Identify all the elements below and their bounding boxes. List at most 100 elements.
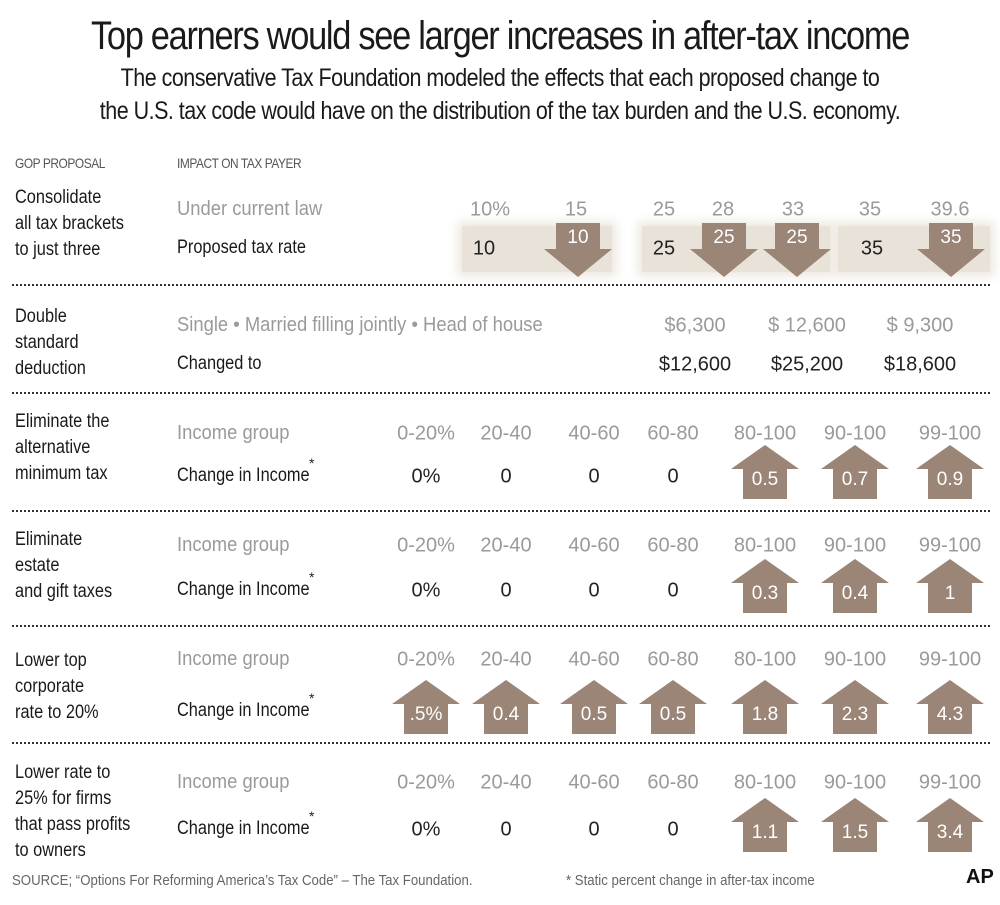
proposal-label: to just three [15, 239, 101, 260]
header-value: 60-80 [647, 534, 699, 557]
header-value: 80-100 [733, 534, 797, 557]
header-value: 90-100 [823, 771, 887, 794]
value: $12,600 [658, 353, 732, 376]
arrow-value: 1.8 [751, 704, 779, 725]
proposal-label: deduction [15, 358, 86, 379]
header-value: 28 [711, 198, 735, 221]
proposal-label: Lower top [15, 650, 87, 671]
up-arrow-icon: 0.4 [821, 559, 889, 613]
row-label: Change in Income [177, 465, 310, 486]
subtitle-line-1: The conservative Tax Foundation modeled … [120, 64, 880, 92]
asterisk: * [309, 455, 315, 471]
source: SOURCE; “Options For Reforming America’s… [12, 872, 473, 889]
header-value: 39.6 [930, 198, 970, 221]
header-proposal: GOP PROPOSAL [15, 155, 105, 171]
value: 0 [500, 818, 512, 841]
header-value: 80-100 [733, 422, 797, 445]
row-label: Change in Income [177, 579, 310, 600]
value: 0% [411, 818, 441, 841]
header-value: 10% [469, 198, 511, 221]
value: 0 [588, 579, 600, 602]
arrow-value: 0.5 [580, 704, 608, 725]
header-value: 0-20% [397, 422, 455, 445]
down-arrow-icon: 25 [690, 223, 758, 277]
header-value: 99-100 [918, 648, 982, 671]
up-arrow-icon: 0.4 [472, 680, 540, 734]
arrow-value: .5% [409, 704, 443, 725]
header-value: 99-100 [918, 771, 982, 794]
value: 0 [588, 465, 600, 488]
value: 0 [667, 579, 679, 602]
header-value: 60-80 [647, 771, 699, 794]
up-arrow-icon: 4.3 [916, 680, 984, 734]
row-label: Income group [177, 771, 290, 793]
section-divider [12, 284, 990, 286]
header-value: 0-20% [397, 648, 455, 671]
arrow-value: 1.5 [841, 822, 869, 843]
up-arrow-icon: 3.4 [916, 798, 984, 852]
header-value: 20-40 [480, 648, 532, 671]
proposal-label: Eliminate the [15, 411, 110, 432]
proposal-label: Consolidate [15, 187, 102, 208]
row-label: Under current law [177, 198, 323, 220]
value: 0 [667, 818, 679, 841]
row-label: Income group [177, 648, 290, 670]
arrow-value: 0.9 [936, 469, 964, 490]
value: $25,200 [770, 353, 844, 376]
header-value: 20-40 [480, 771, 532, 794]
value: 0 [588, 818, 600, 841]
header-value: 99-100 [918, 422, 982, 445]
down-arrow-icon: 10 [544, 223, 612, 277]
arrow-value: 1 [944, 583, 956, 604]
header-value: 40-60 [568, 422, 620, 445]
header-value: 20-40 [480, 422, 532, 445]
row-label: Single • Married filling jointly • Head … [177, 314, 543, 336]
up-arrow-icon: 0.5 [639, 680, 707, 734]
proposal-label: minimum tax [15, 463, 108, 484]
arrow-value: 1.1 [751, 822, 779, 843]
header-value: 0-20% [397, 771, 455, 794]
header-value: 40-60 [568, 771, 620, 794]
title: Top earners would see larger increases i… [90, 14, 910, 58]
up-arrow-icon: 1 [916, 559, 984, 613]
value: 0 [667, 465, 679, 488]
up-arrow-icon: 1.5 [821, 798, 889, 852]
header-value: 25 [652, 198, 676, 221]
up-arrow-icon: 0.5 [731, 445, 799, 499]
arrow-value: 35 [940, 227, 962, 248]
header-value: 60-80 [647, 422, 699, 445]
footnote: * Static percent change in after-tax inc… [566, 872, 815, 889]
section-divider [12, 510, 990, 512]
proposal-label: rate to 20% [15, 702, 99, 723]
down-arrow-icon: 25 [763, 223, 831, 277]
row-label: Changed to [177, 353, 262, 374]
value: 0% [411, 579, 441, 602]
header-value: 33 [781, 198, 805, 221]
header-value: 15 [564, 198, 588, 221]
arrow-value: 0.3 [751, 583, 779, 604]
proposal-label: estate [15, 555, 60, 576]
asterisk: * [309, 808, 315, 824]
header-value: 80-100 [733, 648, 797, 671]
header-value: $6,300 [664, 314, 726, 337]
header-value: $ 9,300 [886, 314, 954, 337]
header-impact: IMPACT ON TAX PAYER [177, 155, 302, 171]
header-value: 0-20% [397, 534, 455, 557]
up-arrow-icon: 1.1 [731, 798, 799, 852]
asterisk: * [309, 690, 315, 706]
proposal-label: to owners [15, 840, 86, 861]
ap-logo: AP [966, 866, 994, 888]
row-label: Proposed tax rate [177, 237, 306, 258]
up-arrow-icon: 0.7 [821, 445, 889, 499]
arrow-value: 25 [713, 227, 735, 248]
value: $18,600 [883, 353, 957, 376]
proposal-label: Double [15, 306, 67, 327]
arrow-value: 3.4 [936, 822, 964, 843]
row-label: Change in Income [177, 818, 310, 839]
section-divider [12, 625, 990, 627]
header-value: 90-100 [823, 648, 887, 671]
value: 10 [472, 237, 496, 260]
header-value: $ 12,600 [768, 314, 846, 337]
header-value: 60-80 [647, 648, 699, 671]
proposal-label: corporate [15, 676, 85, 697]
